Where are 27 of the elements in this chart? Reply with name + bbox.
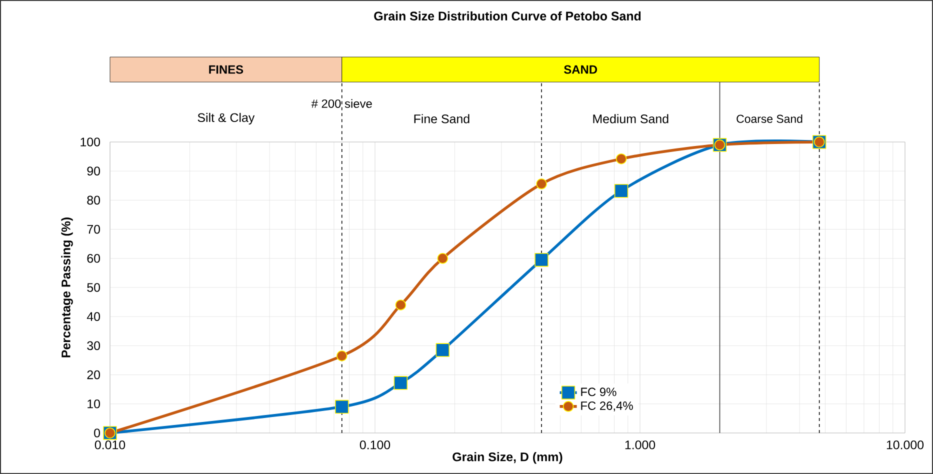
x-tick-label: 1.000 xyxy=(625,440,656,450)
text: Fine Sand xyxy=(414,114,470,124)
legend-label: FC 26,4% xyxy=(581,402,633,412)
y-tick-label: 20 xyxy=(87,370,100,380)
y-tick-label: 80 xyxy=(87,196,100,205)
text: SAND xyxy=(564,65,598,74)
x-tick-label: 0.010 xyxy=(94,440,126,450)
y-tick-label: 50 xyxy=(87,283,100,292)
x-tick-label: 0.100 xyxy=(360,440,390,450)
y-tick-label: 100 xyxy=(80,138,100,146)
text: Medium Sand xyxy=(593,114,668,124)
x-tick-label: 10.000 xyxy=(886,440,924,450)
y-tick-label: 10 xyxy=(88,399,100,408)
y-tick-label: 60 xyxy=(87,254,100,263)
y-tick-label: 70 xyxy=(87,224,100,234)
x-axis-title: Grain Size, D (mm) xyxy=(452,452,562,464)
y-tick-label: 0 xyxy=(94,428,100,438)
ref-line-label: # 200 sieve xyxy=(311,99,372,108)
y-axis-title: Percentage Passing (%) xyxy=(61,218,73,358)
text: Coarse Sand xyxy=(736,114,802,123)
legend-label: FC 9% xyxy=(581,388,616,396)
y-tick-label: 30 xyxy=(87,341,100,350)
y-tick-label: 90 xyxy=(87,166,100,176)
text: FINES xyxy=(209,65,244,74)
y-tick-label: 40 xyxy=(86,312,100,321)
chart-title: Grain Size Distribution Curve of Petobo Sand xyxy=(374,11,641,20)
text: Silt & Clay xyxy=(198,112,255,125)
